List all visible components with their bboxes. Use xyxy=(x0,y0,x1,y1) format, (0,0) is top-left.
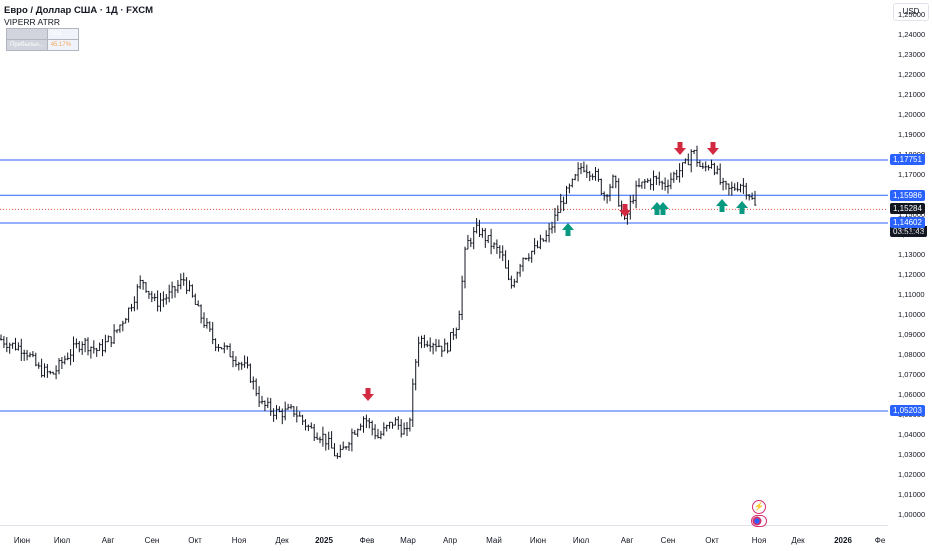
level-price-label: 1,14602 xyxy=(890,217,925,229)
buy-arrow-icon xyxy=(651,202,663,215)
time-axis-label: Фев xyxy=(359,536,375,545)
price-tick-label: 1,07000 xyxy=(898,370,926,379)
time-axis-label: Июн xyxy=(13,536,31,545)
time-axis-label: Ноя xyxy=(231,536,247,545)
level-price-label: 1,17751 xyxy=(890,154,925,166)
sell-arrow-icon xyxy=(674,142,686,155)
level-price-label: 1,05203 xyxy=(890,405,925,417)
price-tick-label: 1,24000 xyxy=(898,30,926,39)
buy-arrow-icon xyxy=(716,199,728,212)
currency-button[interactable]: USD xyxy=(893,3,929,21)
table-cell: Uza xyxy=(46,28,79,40)
table-cell-value: 45.17% xyxy=(46,39,79,51)
chart-title[interactable]: Евро / Доллар США · 1Д · FXCM xyxy=(4,5,154,16)
price-tick-label: 1,02000 xyxy=(898,470,926,479)
price-tick-label: 1,15000 xyxy=(898,210,926,219)
indicator-name[interactable]: VIPERR ATRR xyxy=(4,17,61,27)
time-axis-label: Сен xyxy=(144,536,160,545)
time-axis-label: Окт xyxy=(188,536,202,545)
time-axis-label: Ноя xyxy=(751,536,767,545)
price-tick-label: 1,06000 xyxy=(898,390,926,399)
flag-icon[interactable] xyxy=(751,515,767,527)
price-tick-label: 1,10000 xyxy=(898,310,926,319)
time-axis-label: Дек xyxy=(275,536,289,545)
price-tick-label: 1,12000 xyxy=(898,270,926,279)
price-tick-label: 1,14000 xyxy=(898,230,926,239)
price-tick-label: 1,00000 xyxy=(898,510,926,519)
sell-arrow-icon xyxy=(362,388,374,401)
indicator-table: Uza Прибыльн... 45.17% xyxy=(6,28,79,51)
time-axis-label: Авг xyxy=(620,536,634,545)
price-tick-label: 1,19000 xyxy=(898,130,926,139)
table-cell xyxy=(6,28,48,40)
time-axis-label: Окт xyxy=(705,536,719,545)
price-tick-label: 1,13000 xyxy=(898,250,926,259)
price-tick-label: 1,08000 xyxy=(898,350,926,359)
time-axis-label: Июн xyxy=(529,536,547,545)
price-tick-label: 1,17000 xyxy=(898,170,926,179)
time-axis-label: Мар xyxy=(400,536,416,545)
price-tick-label: 1,22000 xyxy=(898,70,926,79)
buy-arrow-icon xyxy=(736,201,748,214)
chart-area[interactable] xyxy=(0,0,888,525)
price-tick-label: 1,11000 xyxy=(898,290,925,299)
sell-arrow-icon xyxy=(707,142,719,155)
time-axis-label: Сен xyxy=(660,536,676,545)
time-axis-label: Июл xyxy=(572,536,590,545)
price-tick-label: 1,01000 xyxy=(898,490,926,499)
time-scale[interactable] xyxy=(0,525,888,551)
time-axis-label: Фе xyxy=(874,536,886,545)
price-tick-label: 1,09000 xyxy=(898,330,926,339)
price-chart[interactable] xyxy=(0,0,888,525)
time-axis-label: Дек xyxy=(791,536,805,545)
time-axis-label: Авг xyxy=(101,536,115,545)
time-axis-label: 2026 xyxy=(834,536,852,545)
price-tick-label: 1,20000 xyxy=(898,110,926,119)
time-axis-label: Июл xyxy=(53,536,71,545)
buy-arrow-icon xyxy=(657,202,669,215)
level-price-label: 1,15986 xyxy=(890,189,925,201)
price-tick-label: 1,04000 xyxy=(898,430,926,439)
bolt-icon[interactable]: ⚡ xyxy=(752,500,766,514)
price-tick-label: 1,21000 xyxy=(898,90,926,99)
sell-arrow-icon xyxy=(619,204,631,217)
bar-countdown: 03:51:43 xyxy=(890,226,928,237)
time-axis-label: Май xyxy=(486,536,502,545)
time-axis-label: 2025 xyxy=(315,536,333,545)
price-scale[interactable] xyxy=(888,0,932,525)
buy-arrow-icon xyxy=(562,223,574,236)
price-tick-label: 1,23000 xyxy=(898,50,926,59)
time-axis-label: Апр xyxy=(442,536,458,545)
price-tick-label: 1,03000 xyxy=(898,450,926,459)
table-cell: Прибыльн... xyxy=(6,39,48,51)
current-price-label: 1,15284 xyxy=(890,203,925,215)
price-tick-label: 1,25000 xyxy=(898,10,926,19)
